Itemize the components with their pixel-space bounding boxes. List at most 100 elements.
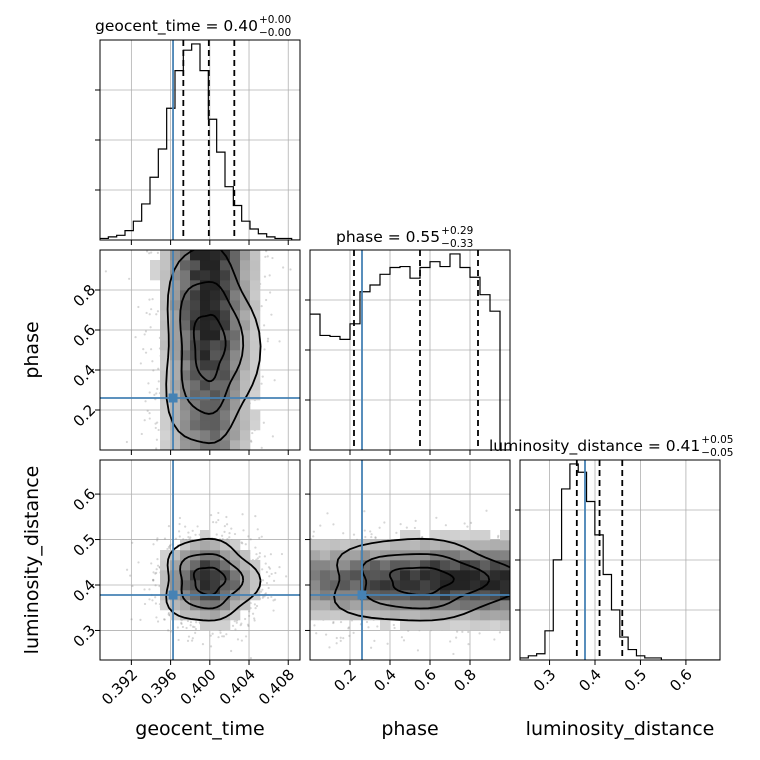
scatter-point xyxy=(268,567,272,570)
density-cell xyxy=(210,310,221,321)
density-cell xyxy=(390,570,401,581)
density-cell xyxy=(350,570,361,581)
density-cell xyxy=(500,550,510,561)
density-cell xyxy=(490,550,501,561)
density-cell xyxy=(410,560,421,571)
title-luminosity-distance: luminosity_distance = 0.41 xyxy=(489,437,700,456)
scatter-point xyxy=(497,534,500,537)
density-cell xyxy=(460,530,471,541)
title-geocent-time-plus: +0.00 xyxy=(259,14,291,26)
density-cell xyxy=(200,430,211,441)
scatter-point xyxy=(274,571,277,575)
scatter-point xyxy=(253,619,256,622)
scatter-point xyxy=(104,270,107,273)
density-cell xyxy=(250,560,261,571)
density-cell xyxy=(180,540,191,551)
density-cell xyxy=(230,350,241,361)
scatter-point xyxy=(221,537,224,541)
scatter-point xyxy=(373,639,376,643)
density-cell xyxy=(490,540,501,551)
scatter-point xyxy=(190,639,194,642)
density-cell xyxy=(250,580,261,591)
scatter-point xyxy=(226,538,229,541)
scatter-point xyxy=(146,409,149,412)
density-cell xyxy=(170,270,181,281)
scatter-point xyxy=(128,277,131,280)
density-cell xyxy=(230,540,241,551)
density-cell xyxy=(450,600,461,611)
density-cell xyxy=(200,260,211,271)
density-cell xyxy=(490,610,501,621)
density-cell xyxy=(240,320,251,331)
density-cell xyxy=(350,580,361,591)
scatter-point xyxy=(150,251,153,254)
density-cell xyxy=(410,530,421,541)
density-cell xyxy=(430,600,441,611)
scatter-point xyxy=(174,537,178,540)
x-tick-label: 0.3 xyxy=(530,666,560,696)
x-tick-label: 0.8 xyxy=(450,666,480,696)
density-cell xyxy=(170,290,181,301)
density-cell xyxy=(180,410,191,421)
scatter-point xyxy=(260,446,263,449)
scatter-point xyxy=(228,536,231,539)
density-cell xyxy=(420,550,431,561)
density-cell xyxy=(200,370,211,381)
scatter-point xyxy=(210,513,213,517)
panel-scatter-geocent-time-phase xyxy=(95,249,301,455)
density-cell xyxy=(430,570,441,581)
density-cell xyxy=(220,310,231,321)
scatter-point xyxy=(178,530,181,533)
scatter-point xyxy=(169,544,172,547)
scatter-point xyxy=(280,552,284,556)
density-cell xyxy=(240,400,251,411)
density-cell xyxy=(160,260,171,271)
density-cell xyxy=(310,550,321,561)
density-cell xyxy=(210,410,221,421)
density-cell xyxy=(430,620,441,631)
scatter-point xyxy=(485,509,488,512)
scatter-point xyxy=(150,348,153,351)
scatter-point xyxy=(151,360,154,363)
scatter-point xyxy=(143,419,146,422)
density-cell xyxy=(370,560,381,571)
scatter-point xyxy=(253,617,256,620)
scatter-point xyxy=(399,523,402,526)
density-cell xyxy=(230,360,241,371)
scatter-point xyxy=(152,369,155,372)
scatter-point xyxy=(156,539,159,542)
scatter-point xyxy=(156,558,159,561)
scatter-point xyxy=(166,547,169,551)
contour-line xyxy=(388,566,455,596)
scatter-point xyxy=(176,626,179,629)
title-geocent-time-minus: −0.00 xyxy=(259,27,291,39)
title-phase: phase = 0.55 xyxy=(336,228,440,246)
scatter-point xyxy=(145,250,149,253)
density-cell xyxy=(170,280,181,291)
density-cell xyxy=(200,420,211,431)
density-cell xyxy=(450,540,461,551)
density-cell xyxy=(180,330,191,341)
density-cell xyxy=(210,420,221,431)
density-cell xyxy=(470,560,481,571)
density-cell xyxy=(230,410,241,421)
x-tick-label: 0.400 xyxy=(177,666,220,709)
density-cell xyxy=(240,430,251,441)
y-tick-label: 0.3 xyxy=(70,621,100,651)
scatter-point xyxy=(154,584,157,587)
xlabel-luminosity-distance: luminosity_distance xyxy=(526,718,715,740)
scatter-point xyxy=(260,382,263,385)
scatter-point xyxy=(461,630,464,633)
density-cell xyxy=(450,530,461,541)
density-cell xyxy=(450,620,461,631)
density-cell xyxy=(470,620,481,631)
scatter-point xyxy=(215,533,218,536)
density-cell xyxy=(160,280,171,291)
scatter-point xyxy=(211,521,215,524)
density-cell xyxy=(360,610,371,621)
x-tick-label: 0.408 xyxy=(255,666,298,709)
density-cell xyxy=(240,390,251,401)
truth-point xyxy=(168,590,178,600)
density-cell xyxy=(360,600,371,611)
scatter-point xyxy=(271,256,274,260)
